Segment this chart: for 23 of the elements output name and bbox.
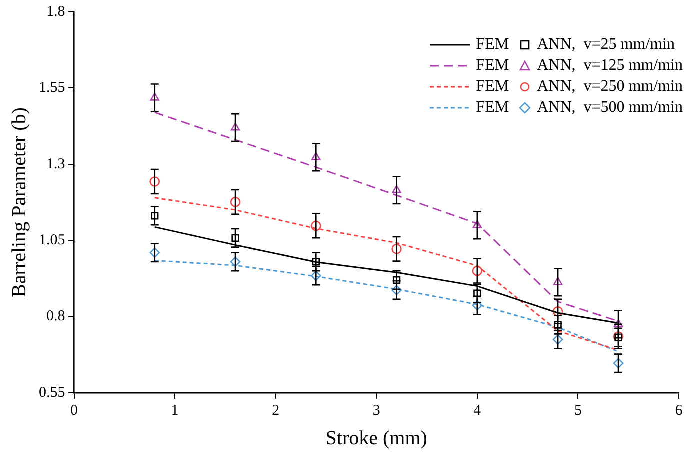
legend-label: FEM — [476, 56, 510, 76]
legend-label: ANN, v=250 mm/min — [537, 77, 683, 97]
x-axis-title: Stroke (mm) — [326, 427, 428, 450]
legend-label: FEM — [476, 98, 510, 118]
legend-label: ANN, v=25 mm/min — [537, 35, 675, 55]
x-tick-label: 1 — [171, 402, 179, 419]
y-tick-label: 0.55 — [39, 384, 66, 401]
y-tick-label: 1.55 — [39, 80, 66, 96]
x-tick-label: 6 — [675, 402, 684, 419]
legend-label: FEM — [476, 77, 510, 97]
x-tick-label: 5 — [574, 402, 582, 419]
y-tick-label: 1.05 — [39, 232, 66, 249]
y-tick-label: 1.8 — [46, 4, 66, 20]
x-tick-label: 2 — [272, 402, 280, 419]
x-tick-label: 3 — [372, 402, 380, 419]
x-tick-label: 0 — [70, 402, 78, 419]
legend-label: FEM — [476, 35, 510, 55]
y-axis-title: Barreling Parameter (b) — [8, 108, 30, 298]
legend-label: ANN, v=125 mm/min — [537, 56, 683, 76]
y-tick-label: 1.3 — [46, 156, 66, 172]
x-tick-label: 4 — [474, 402, 482, 419]
legend-label: ANN, v=500 mm/min — [537, 98, 683, 118]
y-tick-label: 0.8 — [46, 308, 66, 325]
